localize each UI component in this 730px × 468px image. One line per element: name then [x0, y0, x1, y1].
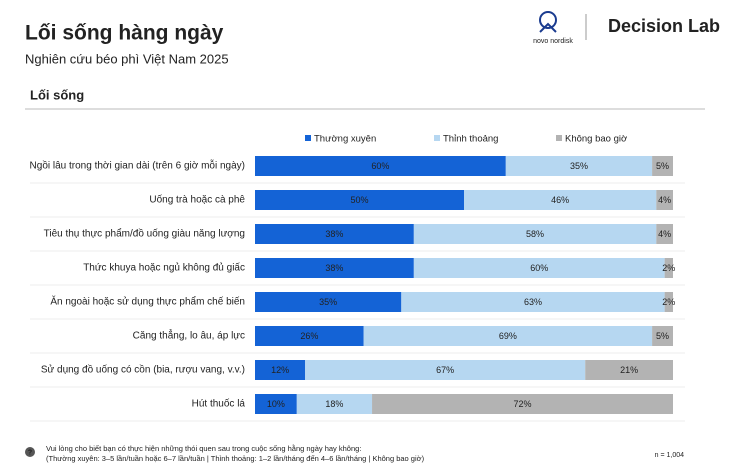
- bar-segment: [413, 224, 657, 244]
- category-label: Thức khuya hoặc ngủ không đủ giấc: [83, 262, 245, 274]
- bar-segment: [255, 156, 506, 176]
- category-label: Ngồi lâu trong thời gian dài (trên 6 giờ…: [30, 159, 245, 172]
- bar-segment: [652, 326, 673, 346]
- bar-segment: [255, 224, 414, 244]
- category-label: Hút thuốc lá: [192, 398, 246, 410]
- value-label: 2%: [662, 263, 675, 273]
- footnote: (Thường xuyên: 3–5 lần/tuần hoặc 6–7 lần…: [46, 454, 425, 463]
- bar-segment: [413, 258, 665, 278]
- category-label: Căng thẳng, lo âu, áp lực: [133, 329, 245, 342]
- legend-label: Thỉnh thoảng: [443, 134, 498, 145]
- bar-segment: [656, 190, 673, 210]
- value-label: 67%: [436, 365, 454, 375]
- value-label: 58%: [526, 229, 544, 239]
- bar-segment: [255, 258, 414, 278]
- value-label: 10%: [267, 399, 285, 409]
- logo-text: Decision Lab: [608, 16, 720, 36]
- help-icon: [25, 447, 35, 457]
- bar-segment: [652, 156, 673, 176]
- bar-segment: [664, 258, 673, 278]
- bar-segment: [255, 394, 297, 414]
- legend-swatch: [305, 135, 311, 141]
- bar-segment: [656, 224, 673, 244]
- value-label: 60%: [371, 161, 389, 171]
- value-label: 21%: [620, 365, 638, 375]
- bar-segment: [255, 292, 402, 312]
- bar-segment: [464, 190, 657, 210]
- chart-title: Lối sống hàng ngày: [25, 22, 224, 45]
- bar-segment: [296, 394, 373, 414]
- value-label: 18%: [325, 399, 343, 409]
- legend-label: Thường xuyên: [314, 134, 376, 145]
- legend-label: Không bao giờ: [565, 134, 627, 145]
- logo-text: novo nordisk: [533, 38, 573, 45]
- value-label: 4%: [658, 195, 671, 205]
- value-label: 38%: [325, 263, 343, 273]
- value-label: 5%: [656, 161, 669, 171]
- value-label: 72%: [514, 399, 532, 409]
- help-icon-glyph: ?: [28, 449, 32, 456]
- bar-segment: [664, 292, 673, 312]
- section-title: Lối sống: [30, 87, 84, 102]
- value-label: 63%: [524, 297, 542, 307]
- bar-segment: [305, 360, 586, 380]
- chart-subtitle: Nghiên cứu béo phì Việt Nam 2025: [25, 51, 229, 66]
- value-label: 5%: [656, 331, 669, 341]
- bar-segment: [372, 394, 673, 414]
- value-label: 4%: [658, 229, 671, 239]
- legend-swatch: [434, 135, 440, 141]
- legend-swatch: [556, 135, 562, 141]
- value-label: 2%: [662, 297, 675, 307]
- sample-size: n = 1,004: [655, 452, 684, 459]
- category-label: Ăn ngoài hoặc sử dụng thực phẩm chế biến: [50, 295, 245, 308]
- category-label: Uống trà hoặc cà phê: [149, 194, 245, 206]
- category-label: Sử dụng đồ uống có cồn (bia, rượu vang, …: [41, 364, 245, 376]
- logo-novo: novo nordisk: [533, 11, 573, 45]
- bar-segment: [255, 326, 364, 346]
- value-label: 69%: [499, 331, 517, 341]
- value-label: 35%: [319, 297, 337, 307]
- bar-segment: [363, 326, 653, 346]
- category-label: Tiêu thụ thực phẩm/đồ uống giàu năng lượ…: [44, 228, 245, 240]
- value-label: 35%: [570, 161, 588, 171]
- bar-segment: [505, 156, 653, 176]
- bar-segment: [401, 292, 665, 312]
- value-label: 12%: [271, 365, 289, 375]
- bar-segment: [255, 190, 464, 210]
- bar-segment: [255, 360, 306, 380]
- footnote: Vui lòng cho biết bạn có thực hiện những…: [46, 444, 361, 453]
- value-label: 46%: [551, 195, 569, 205]
- value-label: 26%: [300, 331, 318, 341]
- value-label: 50%: [350, 195, 368, 205]
- value-label: 38%: [325, 229, 343, 239]
- bar-segment: [585, 360, 673, 380]
- value-label: 60%: [530, 263, 548, 273]
